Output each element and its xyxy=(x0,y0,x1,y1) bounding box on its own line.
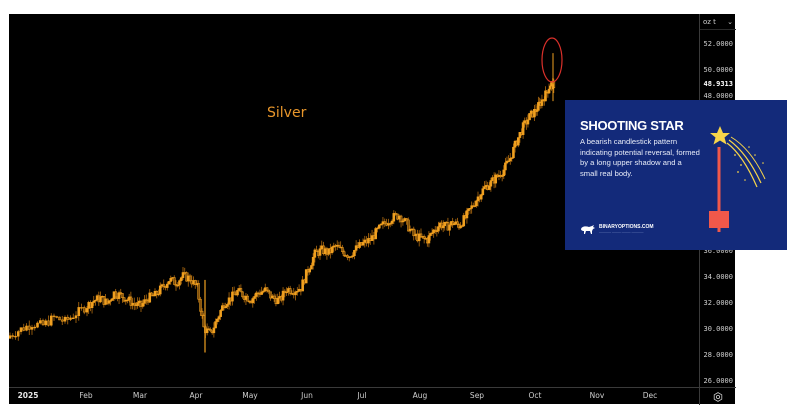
time-tick-label: Aug xyxy=(412,391,428,400)
unit-label: oz t xyxy=(703,17,716,26)
time-axis[interactable]: 2025 Feb Mar Apr May Jun Jul Aug Sep Oct Nov Dec xyxy=(9,387,699,405)
current-price-label: 48.9313 xyxy=(703,79,733,88)
brand-name: BINARYOPTIONS.COM xyxy=(599,224,654,230)
star-trail-icon xyxy=(726,136,766,188)
shooting-star-candle-icon xyxy=(709,147,729,232)
price-tick-label: 32.0000 xyxy=(703,299,733,308)
price-tick-label: 50.0000 xyxy=(703,65,733,74)
star-icon xyxy=(710,126,730,145)
time-tick-label: Feb xyxy=(79,391,93,400)
time-tick-label: Jun xyxy=(301,391,313,400)
card-title: SHOOTING STAR xyxy=(580,118,684,133)
brand-tagline: ———— ——— ——— ———— xyxy=(599,230,644,234)
price-tick-label: 52.0000 xyxy=(703,40,733,49)
price-tick-label: 34.0000 xyxy=(703,273,733,282)
axis-settings-button[interactable] xyxy=(699,387,736,405)
time-tick-label: Apr xyxy=(189,391,203,400)
price-tick-label: 28.0000 xyxy=(703,351,733,360)
shooting-star-illustration xyxy=(709,126,766,232)
brand-logo: BINARYOPTIONS.COM ———— ——— ——— ———— xyxy=(580,224,654,234)
highlight-ellipse xyxy=(541,37,563,83)
bull-icon xyxy=(581,224,595,234)
time-tick-label: Mar xyxy=(132,391,148,400)
candlestick-series xyxy=(9,37,563,353)
time-tick-label: May xyxy=(242,391,258,400)
price-tick-label: 30.0000 xyxy=(703,325,733,334)
shooting-star-info-card: SHOOTING STAR A bearish candlestick patt… xyxy=(565,100,787,250)
unit-selector[interactable]: oz t ⌄ xyxy=(700,14,736,30)
settings-icon xyxy=(713,391,723,402)
price-tick-label: 26.0000 xyxy=(703,377,733,385)
card-description: A bearish candlestick pattern indicating… xyxy=(580,137,700,178)
time-tick-label: 2025 xyxy=(17,391,39,400)
time-tick-label: Jul xyxy=(357,391,367,400)
chart-plot-area[interactable]: Silver xyxy=(9,14,699,387)
chevron-down-icon: ⌄ xyxy=(727,17,733,26)
chart-title: Silver xyxy=(267,105,307,121)
time-tick-label: Nov xyxy=(589,391,605,400)
time-tick-label: Sep xyxy=(469,391,485,400)
price-tick-label: 36.0000 xyxy=(703,247,733,256)
time-tick-label: Dec xyxy=(642,391,658,400)
time-tick-label: Oct xyxy=(528,391,542,400)
price-tick-label: 48.0000 xyxy=(703,91,733,100)
